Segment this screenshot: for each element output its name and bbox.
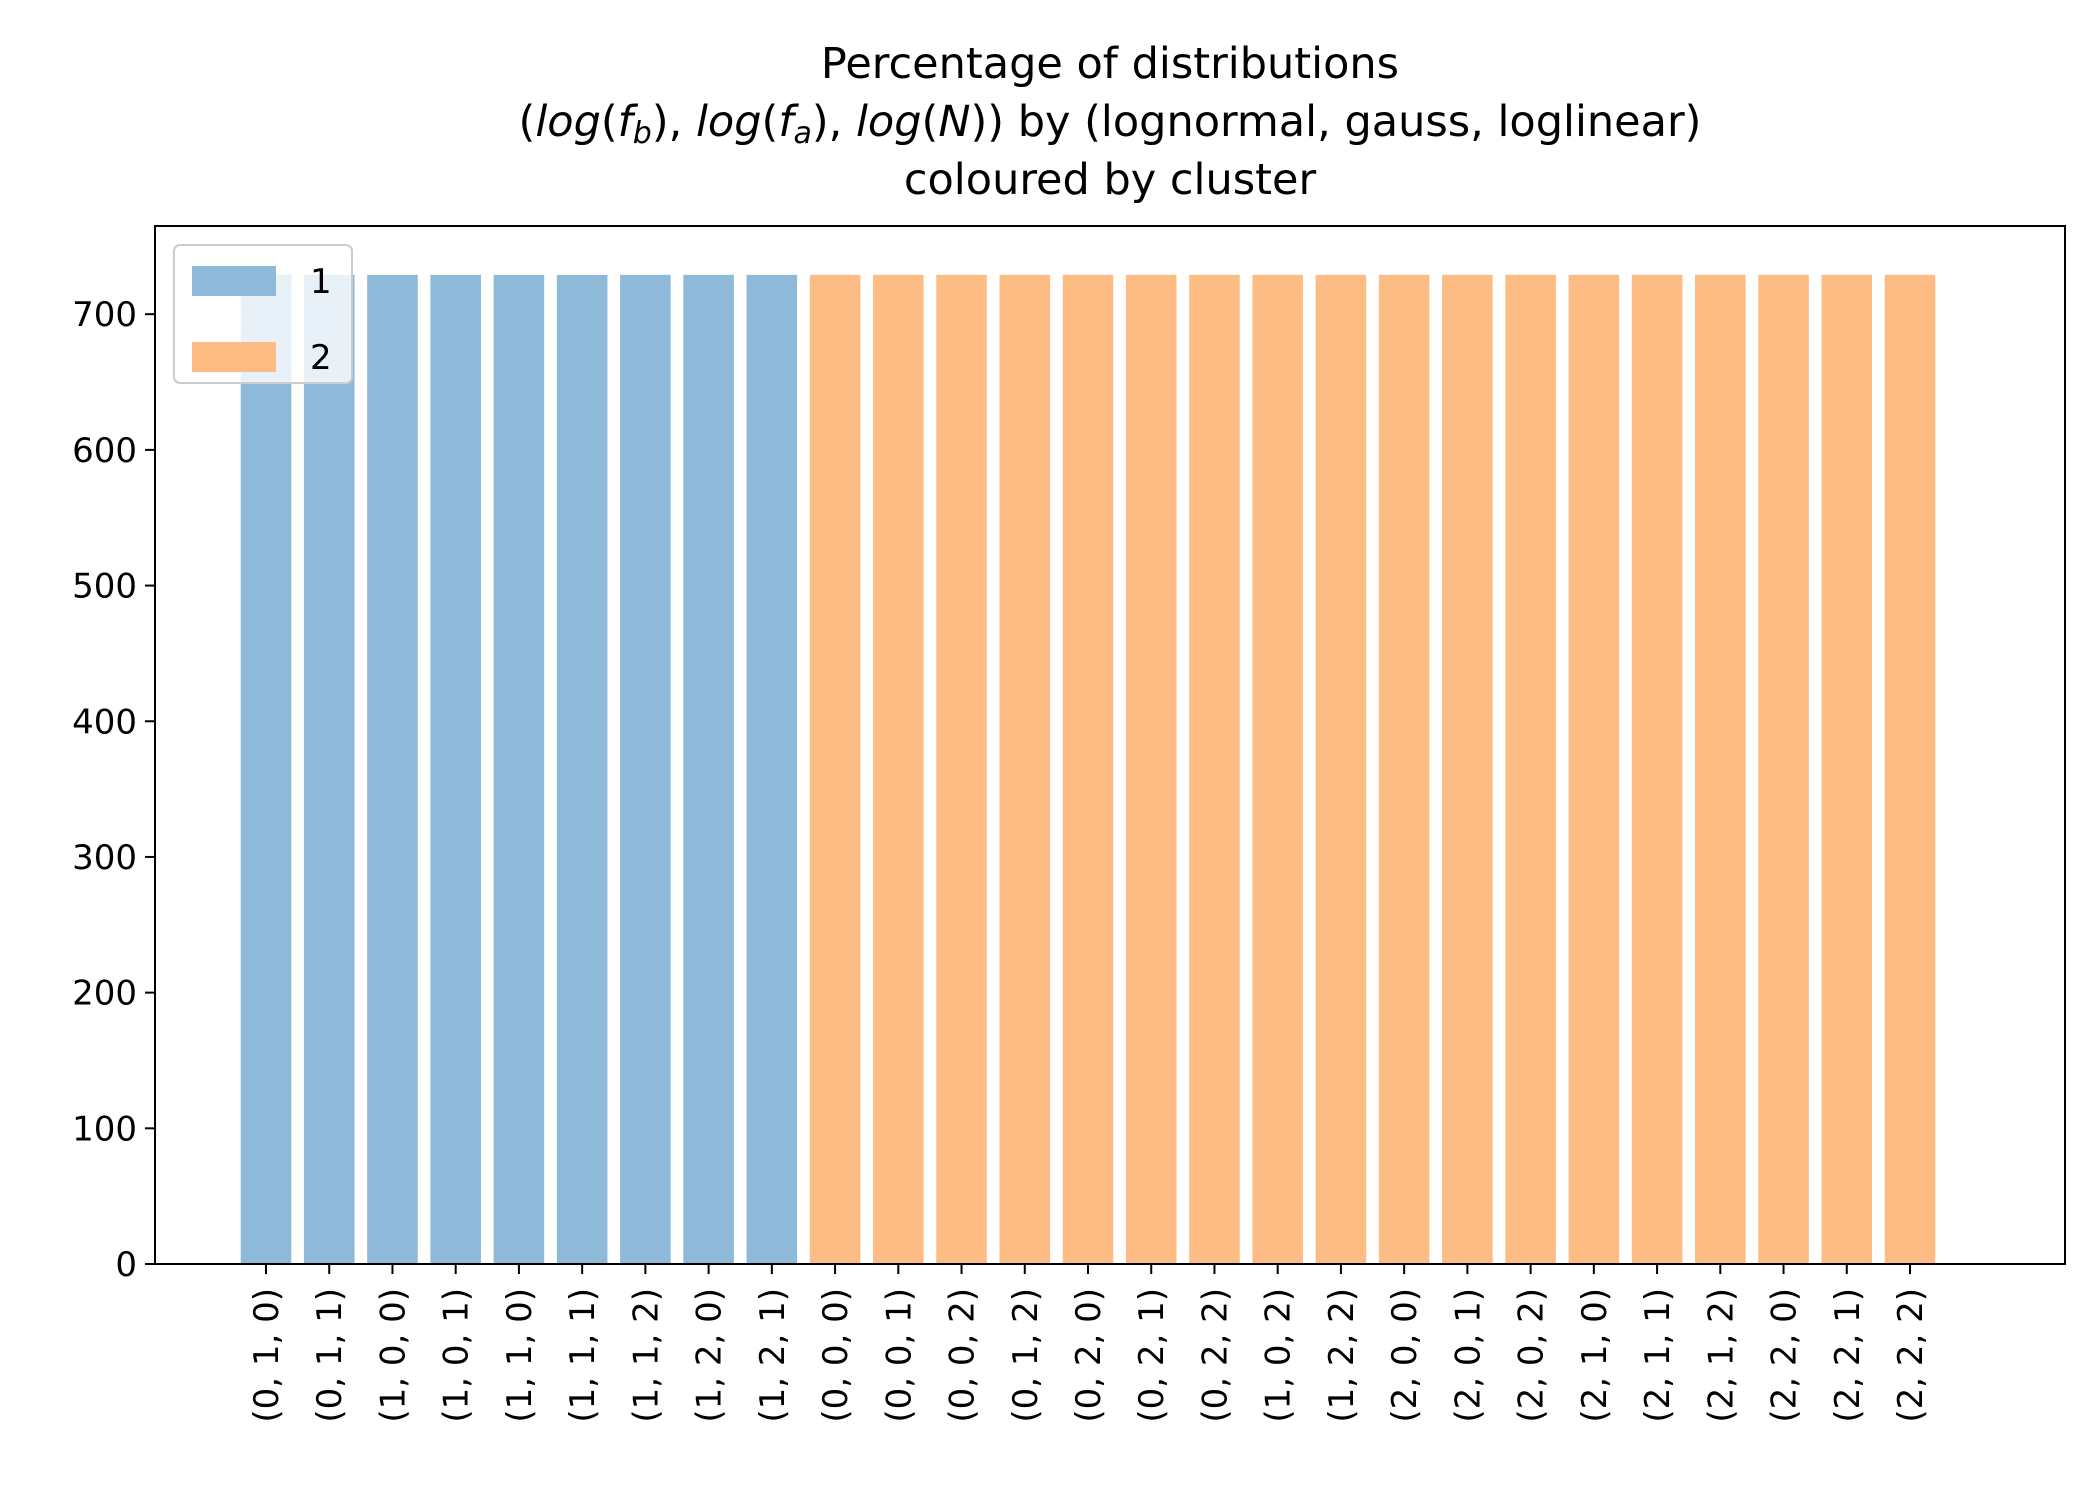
plot-area: 0 100 200 300 400 500 600 700 (0, 1, 0) (0, 1, 1…	[72, 225, 2066, 1423]
bar-series-1	[240, 274, 292, 1264]
bar-series-2	[936, 274, 987, 1264]
x-tick-label: (1, 2, 1)	[753, 1288, 793, 1423]
x-tick-label: (2, 2, 2)	[1891, 1288, 1931, 1423]
bar-series-1	[493, 274, 545, 1264]
bar-series-1	[430, 274, 481, 1264]
y-axis: 0 100 200 300 400 500 600 700	[72, 295, 155, 1285]
y-tick-label: 700	[72, 295, 137, 335]
bar-series-1	[556, 274, 608, 1264]
bar-series-2	[1125, 274, 1177, 1264]
x-tick-label: (1, 0, 2)	[1259, 1288, 1299, 1423]
bar-series-2	[1189, 274, 1240, 1264]
x-tick-label: (0, 0, 0)	[816, 1288, 856, 1423]
title-line-3: coloured by cluster	[904, 155, 1317, 205]
x-tick-label: (0, 2, 2)	[1195, 1288, 1235, 1423]
legend-swatch-1	[192, 266, 276, 296]
x-tick-label: (0, 1, 1)	[310, 1288, 350, 1423]
bar-series-2	[1252, 274, 1303, 1264]
bar-series-2	[1568, 274, 1620, 1264]
x-tick-label: (0, 1, 2)	[1006, 1288, 1046, 1423]
y-tick-label: 600	[72, 431, 137, 471]
x-tick-label: (1, 0, 1)	[437, 1288, 477, 1423]
bars	[240, 274, 1936, 1264]
bar-series-2	[1505, 274, 1556, 1264]
x-tick-label: (2, 0, 2)	[1512, 1288, 1552, 1423]
y-tick-label: 200	[72, 974, 137, 1014]
x-tick-label: (0, 0, 2)	[943, 1288, 983, 1423]
bar-series-2	[873, 274, 924, 1264]
bar-series-1	[683, 274, 734, 1264]
x-tick-label: (0, 2, 0)	[1069, 1288, 1109, 1423]
x-axis: (0, 1, 0) (0, 1, 1) (1, 0, 0) (1, 0, 1) (1, …	[247, 1264, 1931, 1423]
x-tick-label: (0, 2, 1)	[1132, 1288, 1172, 1423]
legend-label-1: 1	[310, 262, 332, 302]
legend-swatch-2	[192, 342, 276, 372]
x-tick-label: (2, 0, 1)	[1448, 1288, 1488, 1423]
bar-series-2	[809, 274, 861, 1264]
bar-series-2	[1442, 274, 1493, 1264]
x-tick-label: (2, 1, 1)	[1638, 1288, 1678, 1423]
bar-series-2	[1695, 274, 1746, 1264]
x-tick-label: (2, 1, 0)	[1575, 1288, 1615, 1423]
x-tick-label: (1, 1, 0)	[500, 1288, 540, 1423]
y-tick-label: 400	[72, 702, 137, 742]
chart-title: Percentage of distributions (log(fb), lo…	[519, 39, 1702, 205]
bar-series-2	[1378, 274, 1430, 1264]
x-tick-label: (1, 2, 2)	[1322, 1288, 1362, 1423]
bar-series-2	[1062, 274, 1114, 1264]
x-tick-label: (1, 2, 0)	[690, 1288, 730, 1423]
x-tick-label: (2, 2, 1)	[1828, 1288, 1868, 1423]
x-tick-label: (2, 1, 2)	[1701, 1288, 1741, 1423]
legend: 12	[173, 244, 353, 384]
x-tick-label: (2, 0, 0)	[1385, 1288, 1425, 1423]
bar-series-2	[1758, 274, 1809, 1264]
x-tick-label: (1, 1, 1)	[563, 1288, 603, 1423]
y-tick-label: 300	[72, 838, 137, 878]
x-tick-label: (0, 0, 1)	[879, 1288, 919, 1423]
x-tick-label: (1, 1, 2)	[626, 1288, 666, 1423]
y-tick-label: 0	[115, 1245, 137, 1285]
bar-series-1	[620, 274, 671, 1264]
bar-series-2	[1631, 274, 1683, 1264]
bar-series-1	[303, 274, 355, 1264]
bar-series-2	[999, 274, 1051, 1264]
legend-label-2: 2	[310, 338, 332, 378]
title-line-2: (log(fb), log(fa), log(N)) by (lognormal…	[519, 97, 1702, 151]
bar-series-2	[1315, 274, 1367, 1264]
bar-series-2	[1884, 274, 1936, 1264]
axes-frame	[154, 225, 2066, 1265]
y-tick-label: 100	[72, 1109, 137, 1149]
x-tick-label: (0, 1, 0)	[247, 1288, 287, 1423]
title-line-1: Percentage of distributions	[821, 39, 1399, 89]
x-tick-label: (1, 0, 0)	[373, 1288, 413, 1423]
bar-series-1	[367, 274, 418, 1264]
y-tick-label: 500	[72, 567, 137, 607]
bar-series-2	[1821, 274, 1873, 1264]
x-tick-label: (2, 2, 0)	[1765, 1288, 1805, 1423]
bar-series-1	[746, 274, 798, 1264]
